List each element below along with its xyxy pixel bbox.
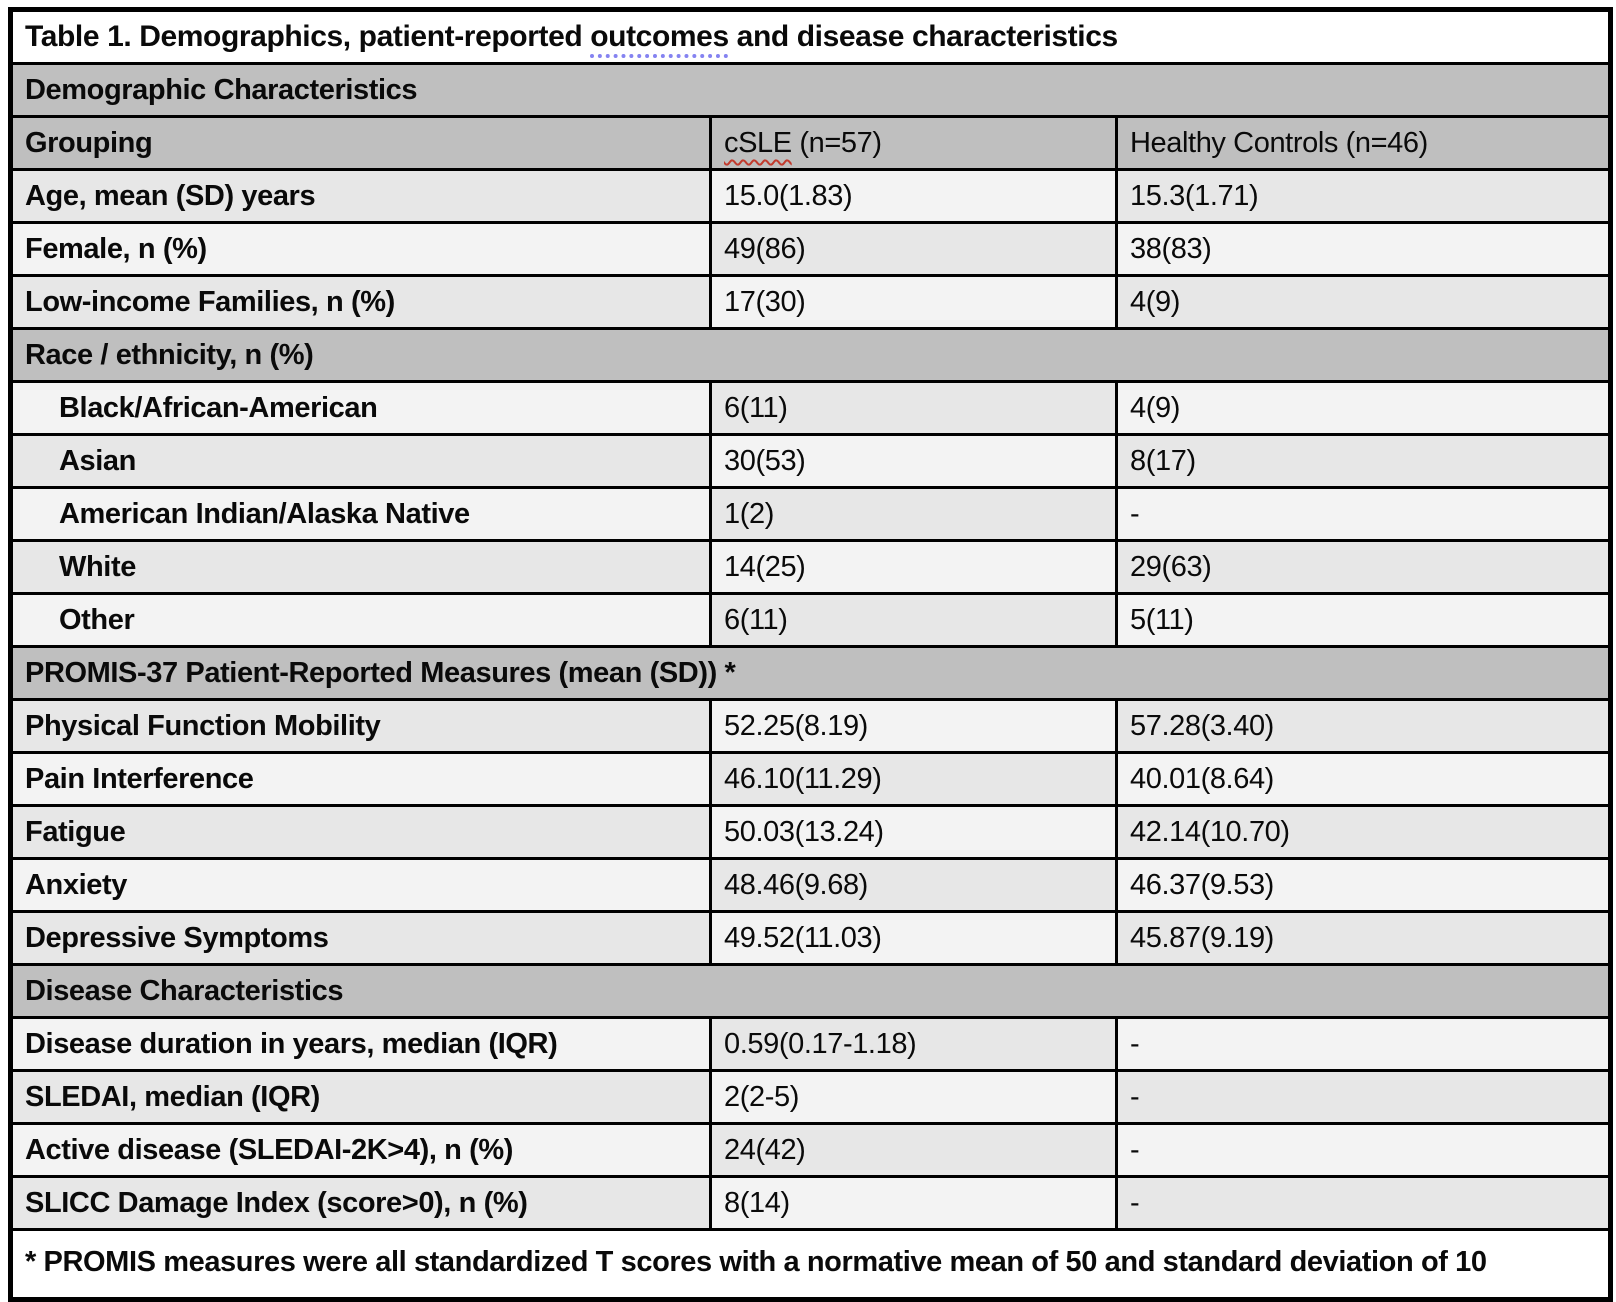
csle-value-cell: 46.10(11.29) — [709, 751, 1118, 807]
table-row: Depressive Symptoms 49.52(11.03) 45.87(9… — [9, 910, 1612, 966]
title-text-before: Table 1. Demographics, patient-reported — [25, 20, 591, 54]
spellcheck-underlined-word: cSLE — [724, 126, 792, 159]
section-header-promis: PROMIS-37 Patient-Reported Measures (mea… — [9, 645, 1612, 701]
csle-value-cell: 6(11) — [709, 592, 1118, 648]
row-label: Asian — [9, 433, 712, 489]
csle-value-cell: 17(30) — [709, 274, 1118, 330]
hc-value-cell: 4(9) — [1115, 274, 1612, 330]
csle-value-cell: 6(11) — [709, 380, 1118, 436]
hc-value-cell: 5(11) — [1115, 592, 1612, 648]
table-row: Other 6(11) 5(11) — [9, 592, 1612, 648]
row-label: Black/African-American — [9, 380, 712, 436]
row-label: SLICC Damage Index (score>0), n (%) — [9, 1175, 712, 1231]
table-row: Physical Function Mobility 52.25(8.19) 5… — [9, 698, 1612, 754]
csle-value-cell: 15.0(1.83) — [709, 168, 1118, 224]
table-row: PROMIS-37 Patient-Reported Measures (mea… — [9, 645, 1612, 701]
row-label: Depressive Symptoms — [9, 910, 712, 966]
row-label: American Indian/Alaska Native — [9, 486, 712, 542]
column-header-csle: cSLE (n=57) — [709, 115, 1118, 171]
grammar-underlined-word: outcomes — [590, 20, 729, 54]
demographics-table: Table 1. Demographics, patient-reported … — [8, 7, 1613, 1302]
hc-value-cell: - — [1115, 1122, 1612, 1178]
table-row: Table 1. Demographics, patient-reported … — [9, 8, 1612, 65]
section-header-disease: Disease Characteristics — [9, 963, 1612, 1019]
table-row: White 14(25) 29(63) — [9, 539, 1612, 595]
hc-value-cell: 40.01(8.64) — [1115, 751, 1612, 807]
row-label: Age, mean (SD) years — [9, 168, 712, 224]
row-label: Female, n (%) — [9, 221, 712, 277]
hc-value-cell: - — [1115, 1069, 1612, 1125]
hc-value-cell: 42.14(10.70) — [1115, 804, 1612, 860]
hc-value-cell: 8(17) — [1115, 433, 1612, 489]
csle-value-cell: 0.59(0.17-1.18) — [709, 1016, 1118, 1072]
footnote: * PROMIS measures were all standardized … — [9, 1228, 1612, 1301]
csle-value-cell: 24(42) — [709, 1122, 1118, 1178]
section-header-race: Race / ethnicity, n (%) — [9, 327, 1612, 383]
table-row: Disease Characteristics — [9, 963, 1612, 1019]
csle-value-cell: 49(86) — [709, 221, 1118, 277]
section-header-demographics: Demographic Characteristics — [9, 62, 1612, 118]
hc-value-cell: 15.3(1.71) — [1115, 168, 1612, 224]
csle-value-cell: 14(25) — [709, 539, 1118, 595]
row-label: Anxiety — [9, 857, 712, 913]
column-header-healthy-controls: Healthy Controls (n=46) — [1115, 115, 1612, 171]
csle-value-cell: 52.25(8.19) — [709, 698, 1118, 754]
csle-value-cell: 49.52(11.03) — [709, 910, 1118, 966]
table-row: Grouping cSLE (n=57) Healthy Controls (n… — [9, 115, 1612, 171]
row-label: Active disease (SLEDAI-2K>4), n (%) — [9, 1122, 712, 1178]
hc-value-cell: 29(63) — [1115, 539, 1612, 595]
csle-value-cell: 48.46(9.68) — [709, 857, 1118, 913]
table-row: Race / ethnicity, n (%) — [9, 327, 1612, 383]
table-row: Fatigue 50.03(13.24) 42.14(10.70) — [9, 804, 1612, 860]
hc-value-cell: - — [1115, 486, 1612, 542]
row-label: White — [9, 539, 712, 595]
title-text-after: and disease characteristics — [728, 20, 1119, 54]
table-row: Active disease (SLEDAI-2K>4), n (%) 24(4… — [9, 1122, 1612, 1178]
csle-value-cell: 30(53) — [709, 433, 1118, 489]
hc-value-cell: - — [1115, 1175, 1612, 1231]
table-row: Disease duration in years, median (IQR) … — [9, 1016, 1612, 1072]
csle-value-cell: 2(2-5) — [709, 1069, 1118, 1125]
table-row: Asian 30(53) 8(17) — [9, 433, 1612, 489]
row-label: Physical Function Mobility — [9, 698, 712, 754]
row-label: Pain Interference — [9, 751, 712, 807]
row-label: Disease duration in years, median (IQR) — [9, 1016, 712, 1072]
table-row: Black/African-American 6(11) 4(9) — [9, 380, 1612, 436]
row-label: Fatigue — [9, 804, 712, 860]
table-row: SLICC Damage Index (score>0), n (%) 8(14… — [9, 1175, 1612, 1231]
table-row: American Indian/Alaska Native 1(2) - — [9, 486, 1612, 542]
table-title: Table 1. Demographics, patient-reported … — [9, 8, 1612, 65]
table-row: SLEDAI, median (IQR) 2(2-5) - — [9, 1069, 1612, 1125]
table-row: Female, n (%) 49(86) 38(83) — [9, 221, 1612, 277]
table-row: Anxiety 48.46(9.68) 46.37(9.53) — [9, 857, 1612, 913]
csle-value-cell: 8(14) — [709, 1175, 1118, 1231]
row-label: Low-income Families, n (%) — [9, 274, 712, 330]
csle-n-text: (n=57) — [791, 126, 882, 159]
hc-value-cell: 4(9) — [1115, 380, 1612, 436]
table-row: Age, mean (SD) years 15.0(1.83) 15.3(1.7… — [9, 168, 1612, 224]
table-row: * PROMIS measures were all standardized … — [9, 1228, 1612, 1301]
hc-value-cell: 45.87(9.19) — [1115, 910, 1612, 966]
table-row: Low-income Families, n (%) 17(30) 4(9) — [9, 274, 1612, 330]
hc-value-cell: 38(83) — [1115, 221, 1612, 277]
hc-value-cell: - — [1115, 1016, 1612, 1072]
row-label: SLEDAI, median (IQR) — [9, 1069, 712, 1125]
csle-value-cell: 50.03(13.24) — [709, 804, 1118, 860]
hc-value-cell: 57.28(3.40) — [1115, 698, 1612, 754]
table-row: Pain Interference 46.10(11.29) 40.01(8.6… — [9, 751, 1612, 807]
row-label: Other — [9, 592, 712, 648]
column-header-grouping: Grouping — [9, 115, 712, 171]
hc-value-cell: 46.37(9.53) — [1115, 857, 1612, 913]
table-row: Demographic Characteristics — [9, 62, 1612, 118]
csle-value-cell: 1(2) — [709, 486, 1118, 542]
